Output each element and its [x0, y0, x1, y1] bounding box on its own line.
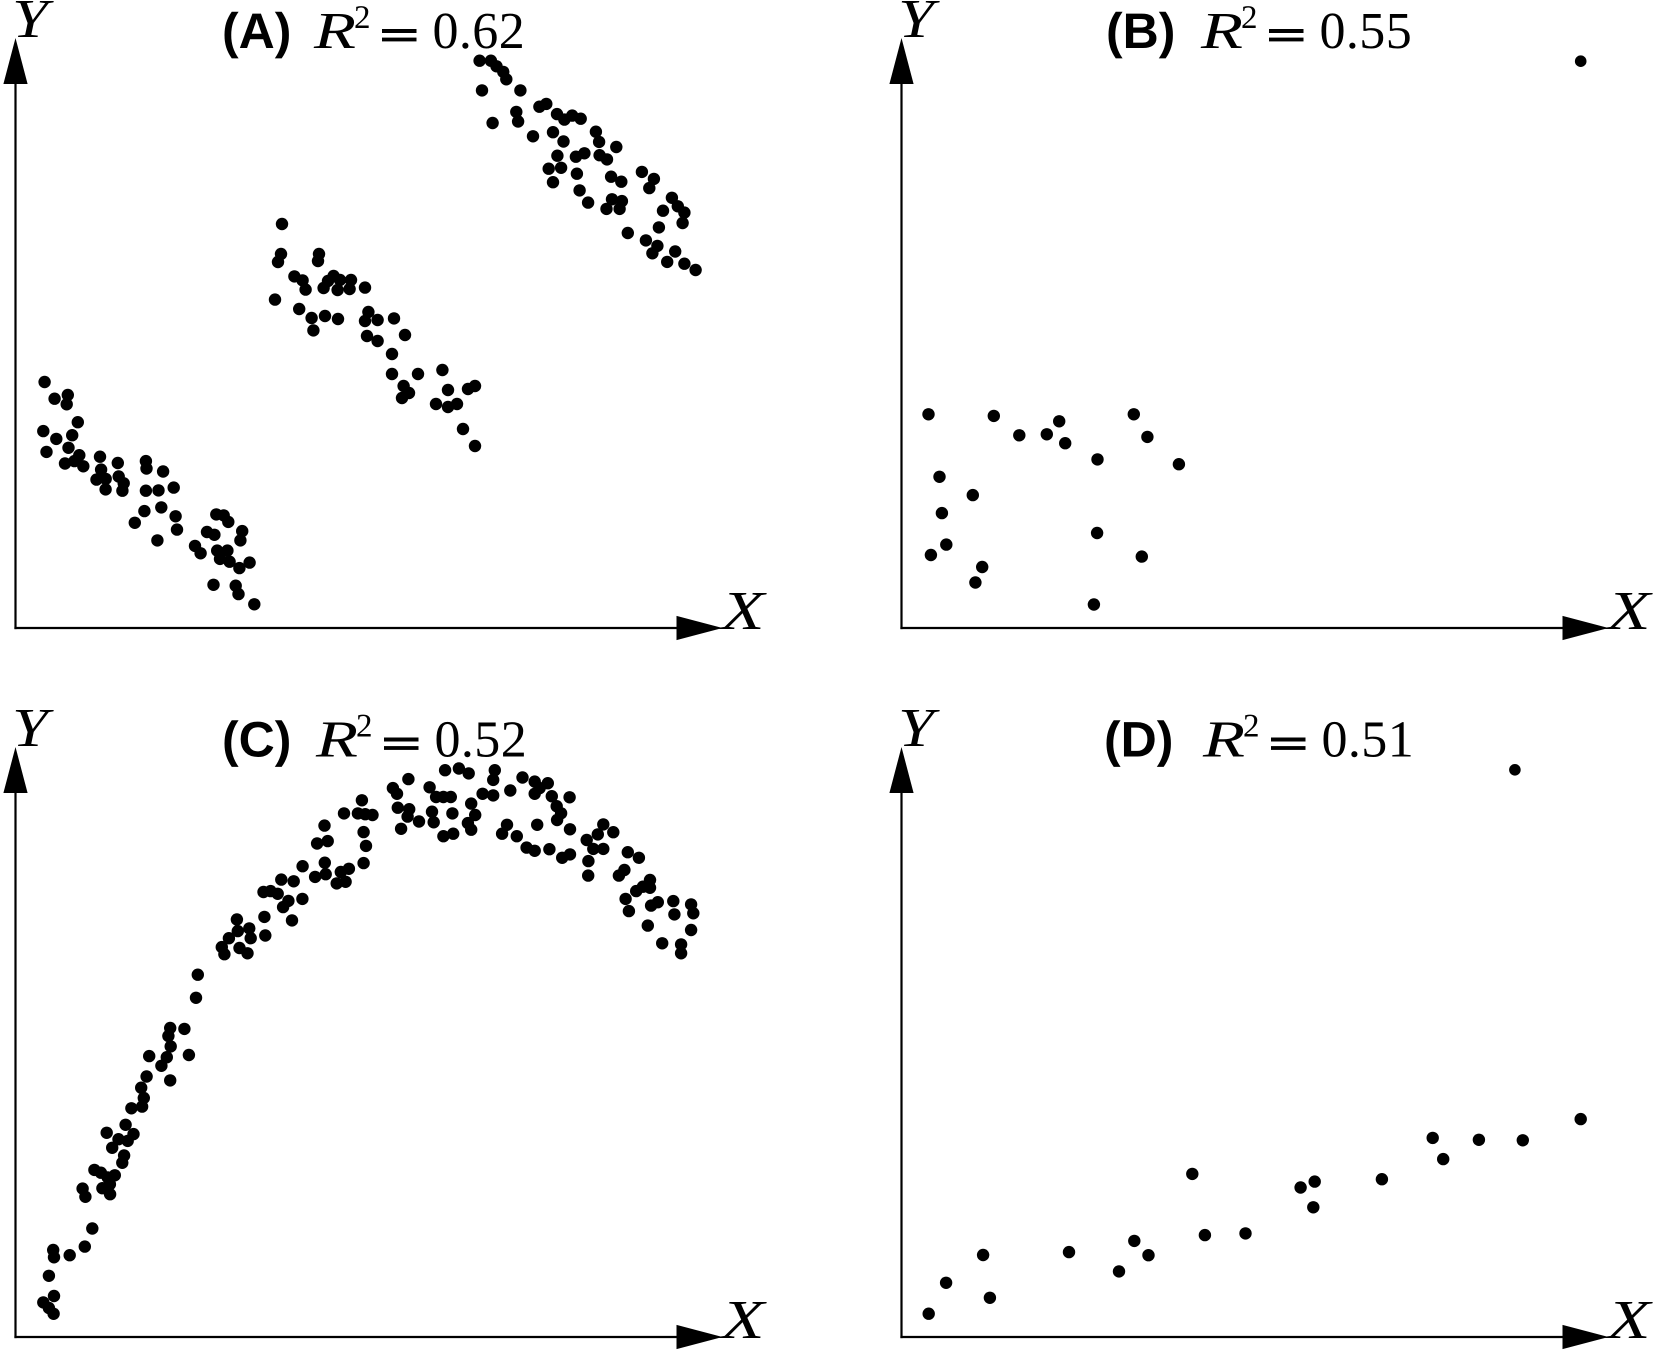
svg-text:X: X: [1605, 1289, 1654, 1350]
svg-text:Y: Y: [12, 697, 54, 758]
svg-text:R: R: [1202, 712, 1245, 769]
svg-text:(D): (D): [1104, 712, 1173, 768]
svg-text:Y: Y: [12, 0, 54, 49]
svg-text:Y: Y: [898, 697, 940, 758]
svg-text:(A): (A): [222, 3, 291, 59]
svg-text:2: 2: [1243, 709, 1260, 745]
svg-text:X: X: [719, 580, 768, 641]
svg-text:X: X: [1605, 580, 1654, 641]
svg-text:X: X: [719, 1289, 768, 1350]
svg-text:Y: Y: [898, 0, 940, 49]
svg-text:R: R: [313, 3, 356, 60]
svg-text:2: 2: [354, 0, 371, 36]
svg-text:0.55: 0.55: [1320, 3, 1413, 60]
svg-text:R: R: [1200, 3, 1243, 60]
svg-text:(C): (C): [222, 712, 291, 768]
svg-text:R: R: [315, 712, 358, 769]
svg-text:2: 2: [356, 709, 373, 745]
svg-text:2: 2: [1241, 0, 1258, 36]
svg-text:0.52: 0.52: [435, 712, 528, 769]
svg-text:0.51: 0.51: [1322, 712, 1415, 769]
svg-text:(B): (B): [1106, 3, 1175, 59]
svg-text:0.62: 0.62: [433, 3, 526, 60]
